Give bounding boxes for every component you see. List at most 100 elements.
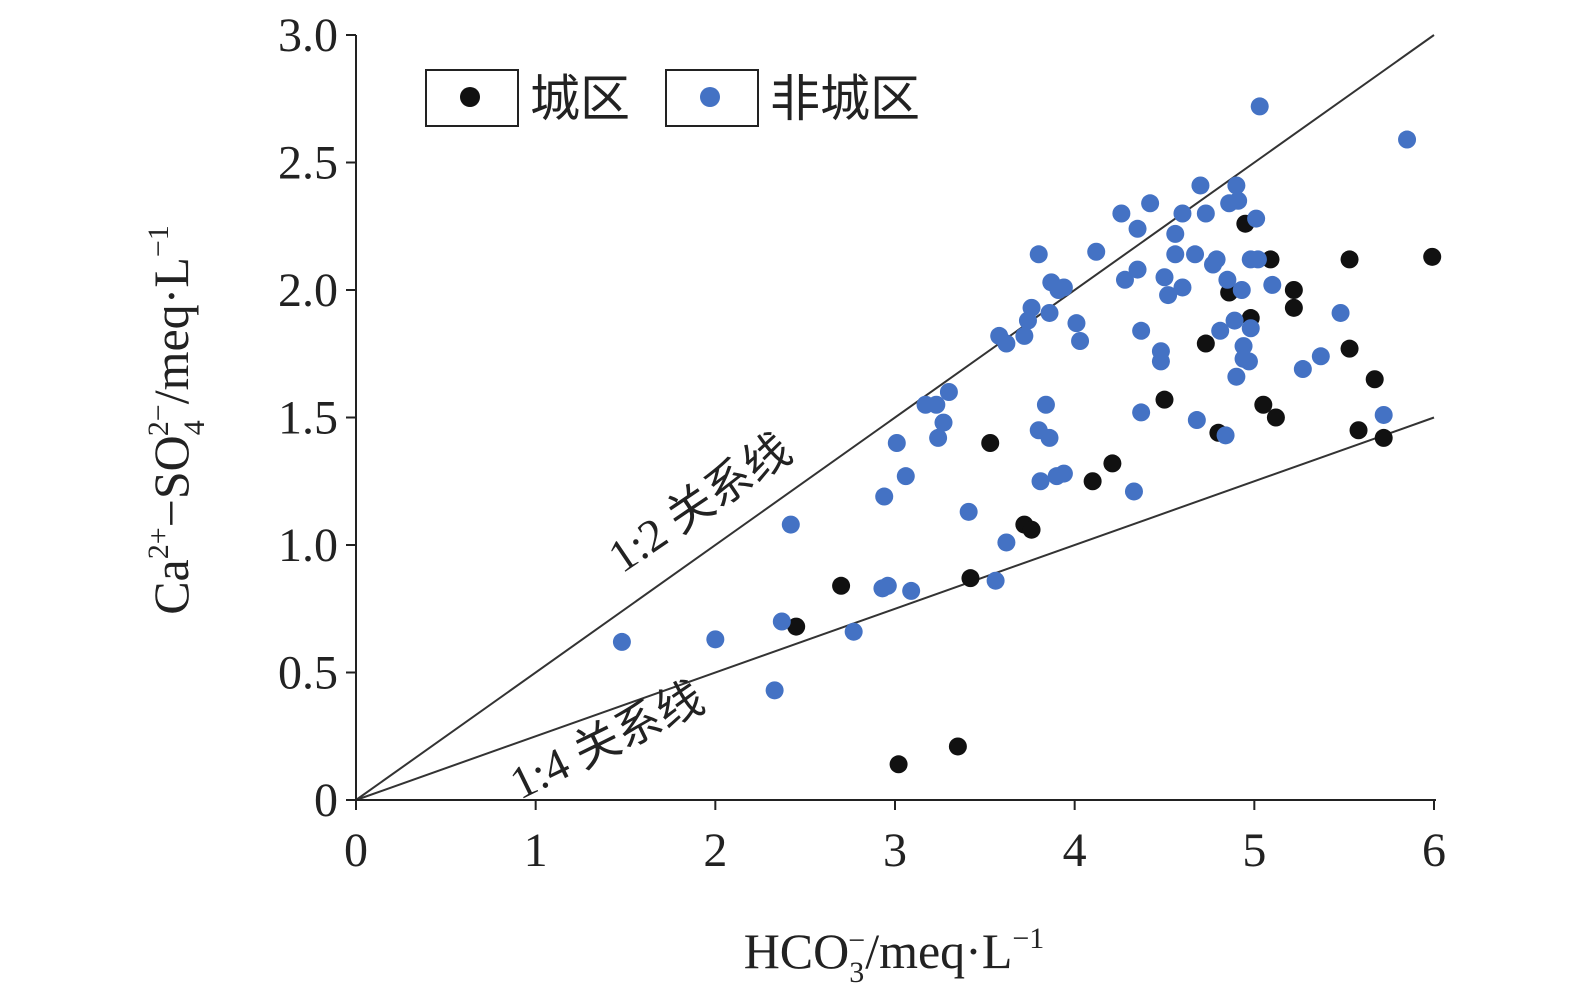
x-ticks: 0 1 2 3 4 5 6: [344, 800, 1446, 877]
nonurban-point: [887, 434, 906, 452]
y-ticks: 0 0.5 1.0 1.5 2.0 2.5 3.0: [278, 9, 356, 827]
nonurban-point: [929, 428, 948, 447]
nonurban-point: [997, 533, 1016, 552]
urban-point: [1284, 298, 1303, 317]
nonurban-point: [875, 487, 894, 506]
legend-marker-nonurban: [700, 87, 720, 107]
nonurban-point: [997, 334, 1016, 353]
nonurban-point: [1229, 191, 1248, 210]
urban-point: [1155, 390, 1174, 409]
nonurban-point: [1112, 204, 1131, 223]
nonurban-point: [706, 630, 725, 649]
nonurban-point: [1166, 224, 1185, 243]
nonurban-point: [1186, 245, 1205, 264]
nonurban-point: [878, 576, 897, 595]
nonurban-point: [765, 681, 784, 700]
nonurban-point: [1166, 245, 1185, 264]
y-tick-label: 2.5: [278, 137, 338, 190]
nonurban-point: [1173, 204, 1192, 223]
urban-point: [1340, 339, 1359, 358]
nonurban-point: [939, 383, 958, 401]
nonurban-point: [1128, 219, 1147, 238]
nonurban-point: [1054, 464, 1073, 483]
nonurban-point: [1196, 204, 1215, 223]
nonurban-point: [1036, 395, 1055, 414]
nonurban-point: [1247, 209, 1266, 228]
nonurban-point: [934, 413, 953, 432]
y-tick-label: 0.5: [278, 647, 338, 700]
nonurban-point: [1191, 176, 1210, 195]
ref-line-label-1-2: 1:2 关系线: [599, 424, 800, 583]
urban-point: [832, 576, 851, 595]
nonurban-point: [1225, 311, 1244, 330]
nonurban-point: [1031, 472, 1050, 491]
urban-point: [1022, 520, 1041, 539]
nonurban-point: [1331, 303, 1350, 322]
nonurban-point: [1159, 286, 1178, 305]
nonurban-point: [1132, 321, 1151, 340]
nonurban-point: [986, 571, 1005, 590]
nonurban-point: [612, 632, 631, 651]
urban-point: [1374, 428, 1393, 447]
nonurban-point: [1022, 298, 1041, 317]
nonurban-point: [959, 502, 978, 521]
nonurban-point: [1015, 326, 1034, 345]
y-tick-label: 0: [314, 774, 338, 827]
x-tick-label: 3: [883, 824, 907, 877]
x-axis-title: HCO3−/meq·L−1: [744, 922, 1045, 989]
urban-point: [948, 737, 967, 756]
nonurban-point: [1398, 130, 1417, 149]
nonurban-point: [1054, 278, 1073, 297]
nonurban-point: [1227, 176, 1246, 195]
nonurban-point: [1374, 405, 1393, 424]
urban-point: [889, 755, 908, 774]
reference-lines: [355, 34, 1435, 801]
nonurban-point: [1124, 482, 1143, 501]
nonurban-point: [1067, 314, 1086, 333]
nonurban-point: [1071, 332, 1090, 350]
nonurban-point: [1293, 360, 1312, 379]
x-tick-label: 5: [1242, 824, 1266, 877]
urban-point: [1254, 395, 1273, 414]
nonurban-point: [781, 515, 800, 534]
nonurban-point: [844, 622, 863, 641]
nonurban-point: [1040, 428, 1059, 447]
nonurban-point: [1239, 352, 1258, 371]
urban-point: [1340, 250, 1359, 269]
nonurban-point: [1218, 270, 1237, 289]
urban-point: [1284, 281, 1303, 299]
y-tick-label: 1.0: [278, 519, 338, 572]
nonurban-point: [1128, 260, 1147, 279]
ref-line-label-1-4: 1:4 关系线: [502, 672, 712, 809]
y-tick-label: 3.0: [278, 9, 338, 62]
legend-label-nonurban: 非城区: [770, 71, 920, 127]
nonurban-point: [1250, 97, 1269, 116]
y-axis-title: Ca2+−SO42−/meq·L−1: [142, 225, 211, 615]
urban-point: [1349, 421, 1368, 440]
nonurban-point: [1216, 426, 1235, 445]
legend-item-urban: 城区: [425, 69, 630, 127]
nonurban-point: [1040, 303, 1059, 322]
nonurban-point: [1311, 347, 1330, 366]
nonurban-point: [1227, 367, 1246, 386]
nonurban-point: [1087, 242, 1106, 261]
nonurban-point: [1141, 194, 1160, 213]
urban-point: [1261, 250, 1280, 269]
nonurban-point: [1029, 245, 1048, 264]
urban-point: [787, 617, 806, 636]
legend: 城区 非城区: [425, 69, 920, 127]
nonurban-point: [1187, 411, 1206, 430]
nonurban-point: [1115, 270, 1134, 289]
x-tick-label: 2: [703, 824, 727, 877]
nonurban-point: [1263, 275, 1282, 294]
nonurban-point: [1241, 319, 1260, 338]
nonurban-point: [1151, 342, 1170, 361]
nonurban-point: [1173, 278, 1192, 297]
legend-label-urban: 城区: [530, 71, 630, 127]
urban-point: [1196, 334, 1215, 353]
y-tick-label: 2.0: [278, 264, 338, 317]
x-tick-label: 6: [1422, 824, 1446, 877]
y-tick-label: 1.5: [278, 392, 338, 445]
urban-point: [1365, 370, 1384, 389]
